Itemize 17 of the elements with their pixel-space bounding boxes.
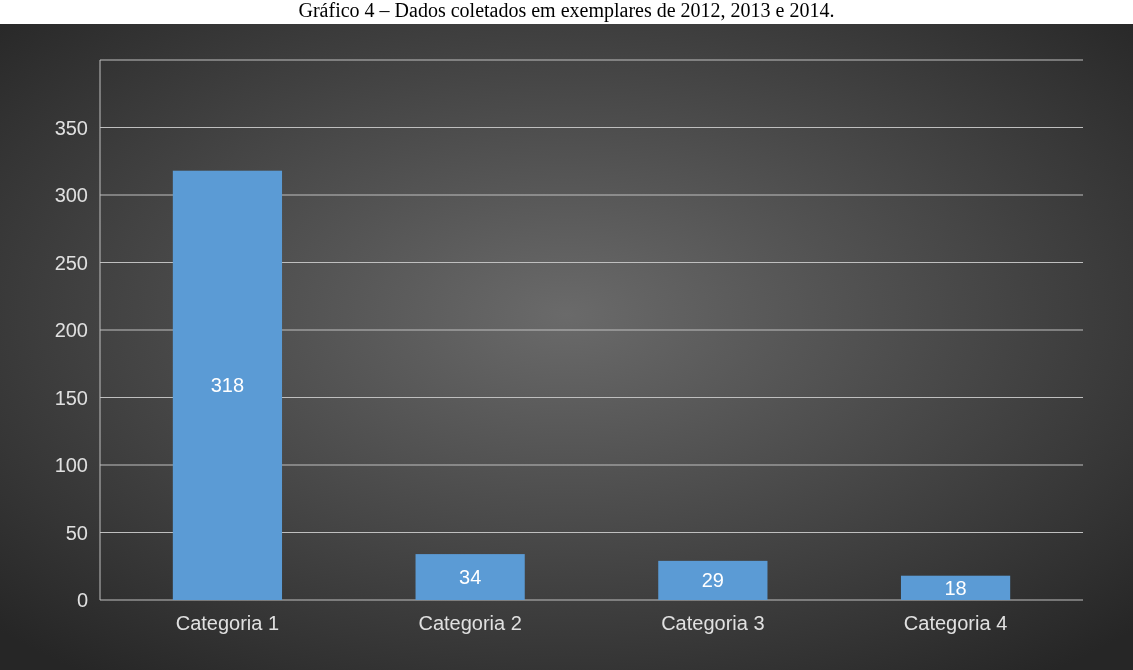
y-tick-label: 250 [54,251,88,274]
data-label: 29 [701,569,724,592]
data-label: 318 [210,374,245,397]
y-tick-label: 300 [54,184,88,206]
y-tick-label: 0 [76,589,88,611]
y-tick-label: 50 [65,521,88,544]
x-tick-label: Categoria 2 [418,612,522,634]
y-tick-label: 350 [54,116,88,139]
y-tick-label: 150 [54,386,88,409]
data-label: 34 [459,566,482,589]
data-label: 18 [944,576,967,599]
x-tick-label: Categoria 1 [175,612,280,634]
chart-title: Gráfico 4 – Dados coletados em exemplares de 2012, 2013 e 2014. [298,0,835,22]
y-tick-label: 200 [54,319,88,341]
x-tick-label: Categoria 4 [903,612,1008,634]
y-tick-label: 100 [54,454,88,476]
x-tick-label: Categoria 3 [661,612,765,634]
